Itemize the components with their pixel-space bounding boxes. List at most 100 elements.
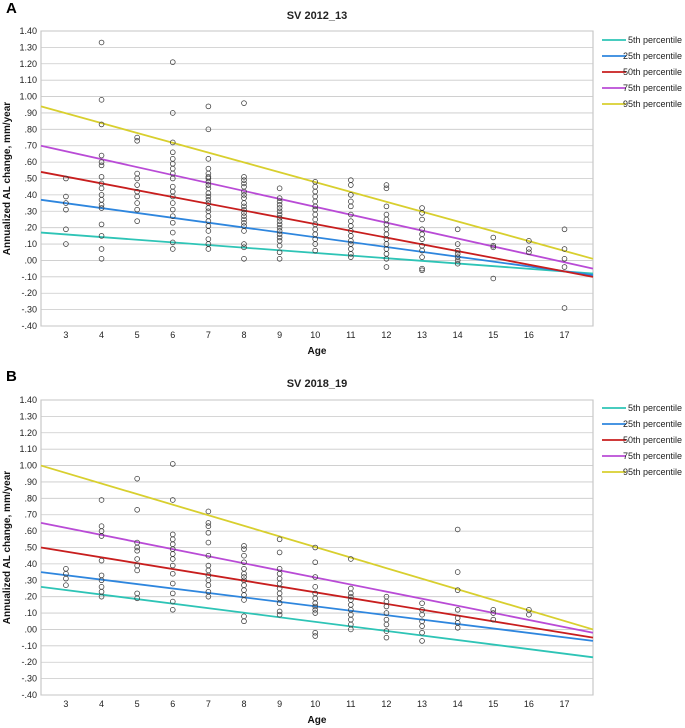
data-point xyxy=(276,195,283,201)
data-point xyxy=(205,228,212,234)
data-point xyxy=(169,497,176,503)
data-point xyxy=(134,548,140,554)
data-point xyxy=(312,629,318,636)
data-point xyxy=(276,611,283,618)
data-point xyxy=(276,215,283,221)
y-tick-label: .00 xyxy=(24,624,37,634)
data-point xyxy=(205,175,212,182)
data-point xyxy=(276,249,283,256)
data-point xyxy=(241,244,247,251)
data-point xyxy=(276,218,283,224)
data-point xyxy=(526,611,532,618)
percentile-line-5 xyxy=(40,464,594,631)
data-point xyxy=(276,536,283,543)
data-point xyxy=(348,590,354,597)
legend-label: 75th percentile xyxy=(623,451,682,461)
data-point xyxy=(312,603,318,610)
y-tick-label: 1.00 xyxy=(19,92,37,102)
x-tick-label: 12 xyxy=(381,699,391,709)
x-tick-label: 14 xyxy=(453,699,463,709)
data-point xyxy=(276,201,283,208)
y-tick-label: -.30 xyxy=(21,674,37,684)
data-point xyxy=(454,254,461,260)
data-point xyxy=(419,623,425,629)
data-point xyxy=(63,175,69,182)
data-point xyxy=(241,256,247,262)
data-point xyxy=(205,539,212,546)
y-tick-label: 1.20 xyxy=(19,428,37,438)
x-tick-label: 12 xyxy=(381,330,391,340)
x-tick-label: 3 xyxy=(63,330,68,340)
y-tick-label: 1.40 xyxy=(19,26,37,36)
y-tick-label: .50 xyxy=(24,174,37,184)
y-tick-label: 1.20 xyxy=(19,59,37,69)
data-point xyxy=(63,241,69,247)
data-point xyxy=(526,246,532,252)
data-point xyxy=(205,205,212,211)
data-point xyxy=(241,618,247,625)
x-tick-label: 9 xyxy=(277,699,282,709)
data-point xyxy=(241,559,247,566)
y-axis-label: Annualized AL change, mm/year xyxy=(2,102,13,255)
data-point xyxy=(241,210,247,216)
data-point xyxy=(205,182,212,188)
data-point xyxy=(98,121,105,128)
y-tick-label: .80 xyxy=(24,124,37,134)
data-point xyxy=(348,593,354,600)
legend-label: 50th percentile xyxy=(623,67,682,77)
data-point xyxy=(312,633,318,639)
data-point xyxy=(241,570,247,577)
y-tick-label: .20 xyxy=(24,223,37,233)
y-tick-label: .90 xyxy=(24,477,37,487)
y-tick-label: -.20 xyxy=(21,288,37,298)
data-point xyxy=(383,628,390,634)
x-tick-label: 5 xyxy=(135,330,140,340)
data-point xyxy=(205,593,212,600)
data-point xyxy=(383,634,390,641)
percentile-line-4 xyxy=(40,522,594,634)
data-point xyxy=(241,552,247,559)
data-point xyxy=(312,600,318,606)
data-point xyxy=(276,600,283,606)
data-point xyxy=(205,179,212,185)
data-point xyxy=(419,236,425,242)
data-point xyxy=(63,200,69,206)
percentile-line-3 xyxy=(40,546,594,639)
data-point xyxy=(134,567,140,574)
data-point xyxy=(526,249,532,256)
data-point xyxy=(205,523,212,529)
data-point xyxy=(169,110,176,116)
x-tick-label: 11 xyxy=(346,699,355,709)
data-point xyxy=(419,638,425,644)
data-point xyxy=(241,180,247,187)
data-point xyxy=(205,103,212,110)
y-tick-label: .10 xyxy=(24,608,37,618)
data-point xyxy=(312,607,318,613)
x-tick-label: 15 xyxy=(488,699,498,709)
data-point xyxy=(169,149,176,156)
data-point xyxy=(169,239,176,246)
y-tick-label: -.40 xyxy=(21,321,37,331)
data-point xyxy=(134,556,140,562)
data-point xyxy=(205,193,212,200)
legend-label: 5th percentile xyxy=(628,35,682,45)
data-point xyxy=(134,507,140,513)
panel-letter: A xyxy=(6,0,17,17)
y-tick-label: 1.30 xyxy=(19,42,37,52)
data-point xyxy=(241,546,247,552)
y-tick-label: .40 xyxy=(24,559,37,569)
percentile-line-4 xyxy=(40,144,594,270)
data-point xyxy=(169,562,176,569)
data-point xyxy=(205,529,212,536)
data-point xyxy=(169,246,176,252)
percentile-line-2 xyxy=(40,571,594,642)
data-point xyxy=(134,138,140,144)
data-point xyxy=(348,203,354,210)
y-axis-label: Annualized AL change, mm/year xyxy=(2,471,13,624)
data-point xyxy=(312,584,318,590)
y-tick-label: .00 xyxy=(24,255,37,265)
data-point xyxy=(490,234,497,241)
data-point xyxy=(169,461,176,467)
data-point xyxy=(454,569,461,575)
data-point xyxy=(454,587,461,593)
